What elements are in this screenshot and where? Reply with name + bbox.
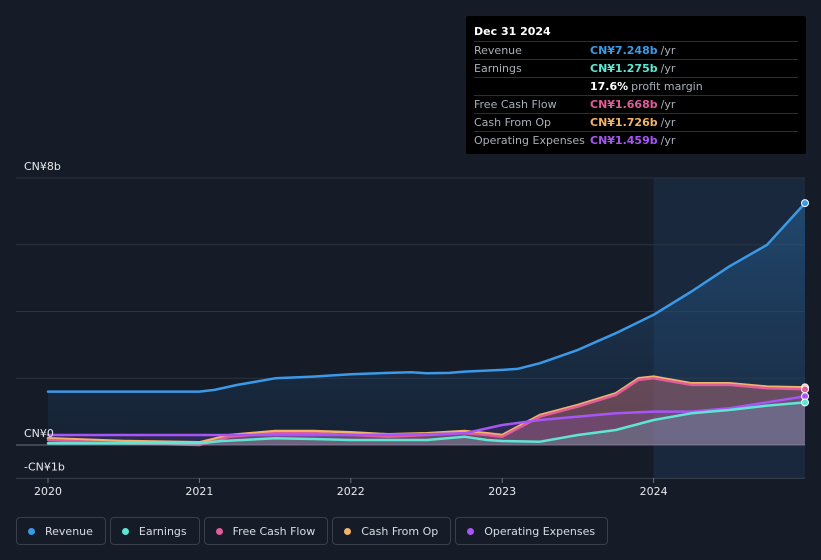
legend-label: Operating Expenses (484, 524, 596, 538)
legend-dot-icon (28, 527, 35, 535)
tooltip-value: CN¥1.275b (590, 62, 658, 75)
tooltip-label: Cash From Op (474, 116, 552, 129)
legend-item-free-cash-flow[interactable]: Free Cash Flow (203, 517, 329, 545)
area-earnings (48, 402, 805, 445)
line-operating-expenses (46, 395, 807, 437)
legend-label: Earnings (138, 524, 187, 538)
tooltip-row: Free Cash Flow CN¥1.668b/yr (474, 95, 798, 113)
legend-dot-icon (121, 527, 129, 535)
tooltip-row: Cash From Op CN¥1.726b/yr (474, 113, 798, 131)
tooltip-unit: profit margin (631, 80, 703, 93)
legend-item-operating-expenses[interactable]: Operating Expenses (455, 517, 609, 545)
tooltip-row: Earnings CN¥1.275b/yr (474, 59, 798, 77)
tooltip-row: 17.6% profit margin (474, 77, 798, 95)
tooltip-label: Earnings (474, 62, 522, 75)
tooltip-unit: /yr (660, 116, 676, 129)
legend-label: Revenue (45, 524, 93, 538)
tooltip-row: Operating Expenses CN¥1.459b/yr (474, 131, 798, 149)
legend-dot-icon (467, 527, 475, 535)
tooltip-unit: /yr (660, 62, 676, 75)
tooltip-row: Revenue CN¥7.248b/yr (474, 41, 798, 59)
legend-label: Cash From Op (361, 524, 439, 538)
legend-label: Free Cash Flow (232, 524, 316, 538)
area-revenue (48, 203, 805, 445)
tooltip-panel: Dec 31 2024 Revenue CN¥7.248b/yr Earnings C… (466, 16, 806, 154)
x-tick-label: 2023 (488, 485, 516, 498)
legend: Revenue Earnings Free Cash Flow Cash From O… (16, 517, 609, 545)
legend-dot-icon (344, 527, 352, 535)
y-tick-label: CN¥0 (24, 427, 54, 440)
end-marker-free-cash-flow (801, 385, 809, 394)
tooltip-value: CN¥1.726b (590, 116, 658, 129)
tooltip-value: CN¥1.459b (590, 134, 658, 147)
tooltip-label: Revenue (474, 44, 522, 57)
legend-item-cash-from-op[interactable]: Cash From Op (332, 517, 452, 545)
tooltip-unit: /yr (660, 44, 676, 57)
tooltip-unit: /yr (660, 134, 676, 147)
legend-item-earnings[interactable]: Earnings (109, 517, 200, 545)
tooltip-label: Operating Expenses (474, 134, 585, 147)
line-revenue (46, 201, 807, 393)
end-marker-revenue (801, 199, 809, 208)
tooltip-label (474, 78, 590, 95)
end-marker-earnings (801, 398, 809, 407)
x-tick-label: 2020 (34, 485, 62, 498)
tooltip-date: Dec 31 2024 (474, 25, 551, 38)
x-tick-label: 2022 (337, 485, 365, 498)
x-tick-label: 2021 (185, 485, 213, 498)
y-tick-label: CN¥8b (24, 160, 61, 173)
y-axis-ticks: CN¥8b CN¥0 -CN¥1b (24, 160, 65, 473)
tooltip-value: CN¥7.248b (590, 44, 658, 57)
line-earnings (46, 401, 807, 445)
x-tick-label: 2024 (640, 485, 668, 498)
legend-item-revenue[interactable]: Revenue (16, 517, 106, 545)
legend-dot-icon (215, 527, 223, 535)
tooltip-label: Free Cash Flow (474, 98, 557, 111)
y-tick-label: -CN¥1b (24, 460, 65, 473)
tooltip-unit: /yr (660, 98, 676, 111)
area-operating-expenses (48, 396, 805, 445)
tooltip-value: CN¥1.668b (590, 98, 658, 111)
x-axis-ticks: 2020 2021 2022 2023 2024 (34, 478, 668, 498)
series-lines (46, 201, 807, 447)
line-cash-from-op (46, 375, 807, 444)
series-end-markers (801, 199, 809, 407)
tooltip-value: 17.6% (590, 80, 629, 93)
